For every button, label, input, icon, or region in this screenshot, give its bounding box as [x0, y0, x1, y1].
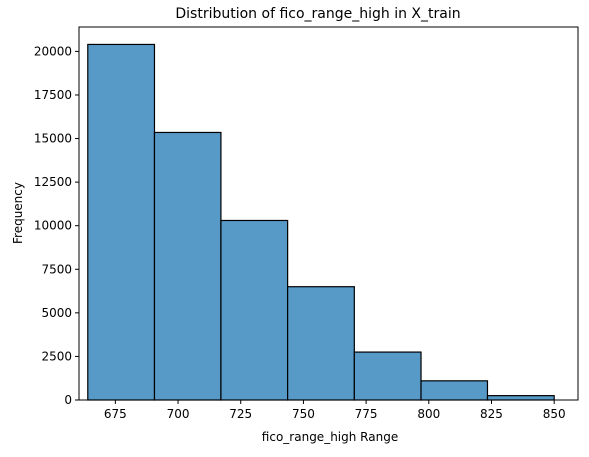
- y-tick-label-5: 12500: [34, 175, 72, 189]
- x-axis: 675 700 725 750 775 800 825 850: [104, 400, 566, 421]
- histogram-bar-4: [353, 351, 422, 401]
- x-tick-label-5: 800: [417, 407, 440, 421]
- histogram-bar-0: [87, 43, 156, 401]
- x-tick-label-6: 825: [480, 407, 503, 421]
- plot-frame: [78, 26, 579, 401]
- histogram-bar-6: [486, 395, 555, 401]
- y-tick-label-3: 7500: [41, 262, 72, 276]
- y-tick-label-0: 0: [64, 393, 72, 407]
- x-axis-label: fico_range_high Range: [262, 430, 398, 444]
- chart-title: Distribution of fico_range_high in X_tra…: [175, 6, 460, 22]
- x-tick-label-0: 675: [104, 407, 127, 421]
- x-tick-label-2: 725: [229, 407, 252, 421]
- y-axis-label: Frequency: [11, 182, 25, 244]
- y-axis: 0 2500 5000 7500 10000 12500 15000 17500 20000: [34, 44, 79, 407]
- x-tick-label-1: 700: [167, 407, 190, 421]
- histogram-bar-5: [420, 380, 489, 401]
- bars-group: [87, 43, 555, 401]
- y-tick-label-8: 20000: [34, 44, 72, 58]
- x-tick-label-4: 775: [355, 407, 378, 421]
- x-tick-label-7: 850: [543, 407, 566, 421]
- histogram-bar-1: [153, 131, 222, 401]
- histogram-bar-3: [287, 286, 355, 401]
- y-tick-label-7: 17500: [34, 88, 72, 102]
- y-tick-label-1: 2500: [41, 349, 72, 363]
- x-tick-label-3: 750: [292, 407, 315, 421]
- histogram-bar-2: [220, 219, 289, 401]
- y-tick-label-4: 10000: [34, 219, 72, 233]
- y-tick-label-6: 15000: [34, 132, 72, 146]
- y-tick-label-2: 5000: [41, 306, 72, 320]
